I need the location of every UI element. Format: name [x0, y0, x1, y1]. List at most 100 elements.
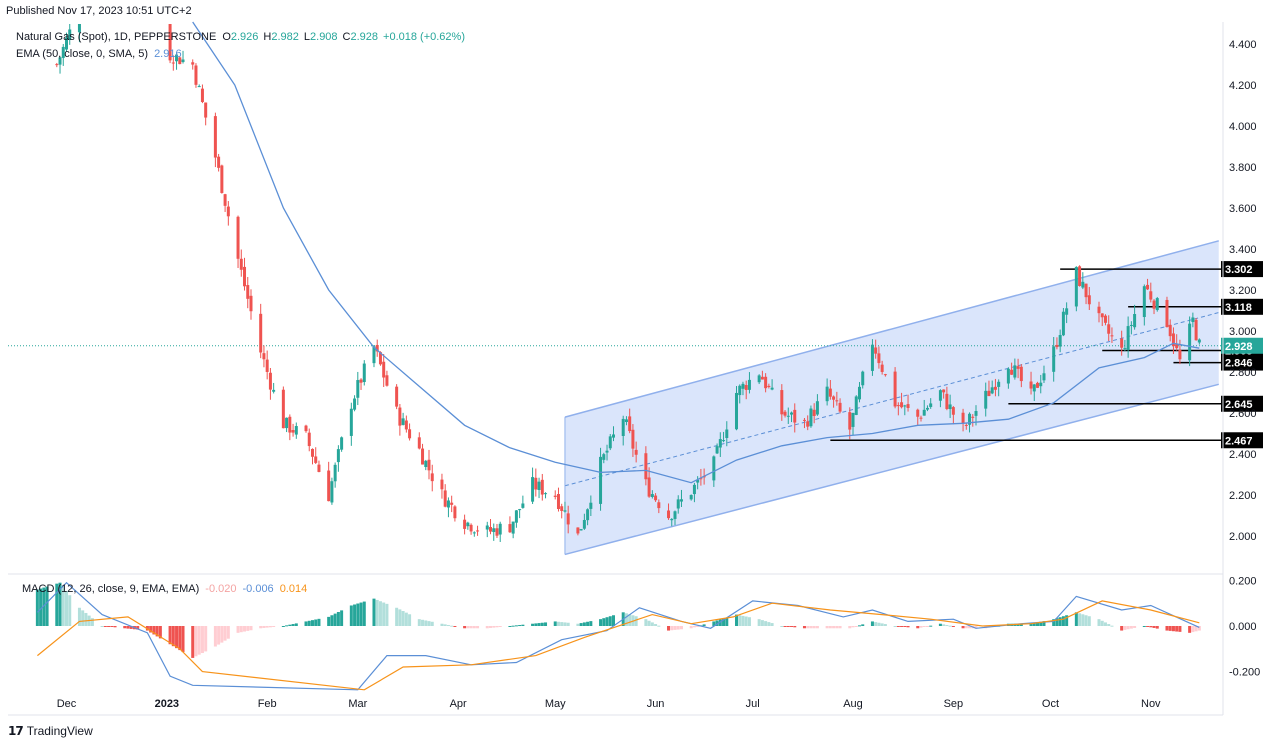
candle [469, 523, 473, 535]
candle-body [1006, 368, 1010, 384]
candle [217, 153, 221, 172]
published-header: Published Nov 17, 2023 10:51 UTC+2 [6, 5, 192, 17]
macd-hist-bar [880, 623, 884, 626]
macd-hist-bar [919, 626, 923, 628]
candle [692, 482, 696, 503]
candle [605, 444, 609, 461]
candle [401, 412, 405, 426]
macd-hist-bar [722, 618, 726, 626]
candle-body [828, 388, 832, 397]
macd-hist-bar [307, 620, 311, 626]
legend: Natural Gas (Spot), 1D, PEPPERSTONE O2.92… [16, 31, 465, 595]
candle [725, 421, 729, 447]
macd-hist-bar [1165, 626, 1169, 631]
macd-hist-bar [1197, 626, 1201, 631]
candle [485, 521, 489, 538]
macd-hist-bar [1110, 625, 1114, 627]
macd-hist-bar [534, 623, 538, 626]
macd-hist-bar [1065, 615, 1069, 626]
candle [385, 370, 389, 387]
candle [1097, 301, 1101, 323]
candle-body [372, 346, 376, 364]
macd-hist-bar [1036, 622, 1040, 626]
candle [1100, 313, 1104, 327]
macd-hist-bar [466, 626, 470, 629]
candle-body [430, 473, 434, 482]
candle [783, 410, 787, 418]
ema-line [192, 21, 1200, 484]
macd-hist-bar [77, 607, 81, 626]
macd-hist-bar [340, 610, 344, 626]
candle [375, 339, 379, 357]
candle-body [579, 529, 583, 531]
candle-body [485, 525, 489, 530]
candle-body [1194, 319, 1198, 341]
candle [919, 415, 923, 422]
candle-body [880, 364, 884, 372]
candle-body [699, 478, 703, 480]
candle-body [1042, 373, 1046, 381]
macd-hist-bar [61, 586, 65, 626]
candle [563, 501, 567, 513]
candle-body [835, 400, 839, 402]
macd-hist-bar [158, 626, 162, 639]
candle [835, 391, 839, 406]
candle [498, 521, 502, 542]
candle [631, 424, 635, 457]
time-tick-label: Feb [258, 698, 277, 710]
candle [1129, 321, 1133, 335]
candle [443, 484, 447, 508]
macd-hist-bar [181, 626, 185, 653]
candle-body [877, 353, 881, 364]
candle [472, 531, 476, 537]
candle [521, 495, 525, 509]
candle-body [450, 502, 454, 505]
current-price-label: 2.928 [1225, 341, 1253, 353]
candle-body [359, 379, 363, 383]
candle [1061, 307, 1065, 337]
candle [1081, 272, 1085, 290]
candle-body [602, 454, 606, 460]
time-tick-label: May [545, 698, 566, 710]
macd-hist-bar [582, 622, 586, 626]
candle [738, 384, 742, 404]
macd-hist-bar [670, 626, 674, 631]
macd-hist-bar [628, 614, 632, 626]
candle [64, 32, 68, 52]
candle-body [197, 86, 201, 88]
candle [1013, 358, 1017, 380]
macd-hist-bar [265, 626, 269, 628]
macd-pane [35, 581, 1201, 691]
macd-tick-label: 0.200 [1229, 575, 1257, 587]
candle [281, 386, 285, 429]
candle [1126, 316, 1130, 358]
candle [489, 519, 493, 535]
candle-body [1120, 338, 1124, 348]
macd-hist-bar [285, 625, 289, 627]
candle-body [537, 481, 541, 490]
candle-body [291, 430, 295, 433]
candle [764, 373, 768, 393]
macd-hist-bar [294, 623, 298, 626]
macd-hist-bar [110, 626, 114, 627]
candle-body [1055, 344, 1059, 348]
candle-body [563, 510, 567, 512]
candle-body [1081, 281, 1085, 288]
price-tick-label: 2.800 [1229, 367, 1257, 379]
candle-body [246, 285, 250, 299]
candle [1042, 365, 1046, 384]
candle-body [476, 530, 480, 532]
macd-hist-bar [929, 625, 933, 627]
candle [1165, 296, 1169, 328]
candle [825, 378, 829, 406]
macd-hist-bar [974, 626, 978, 629]
macd-hist-bar [1087, 616, 1091, 626]
tradingview-logo: 17 [8, 724, 24, 738]
candle [838, 398, 842, 414]
macd-hist-bar [430, 621, 434, 626]
candle [531, 467, 535, 504]
price-tick-label: 3.200 [1229, 285, 1257, 297]
candle [628, 408, 632, 434]
